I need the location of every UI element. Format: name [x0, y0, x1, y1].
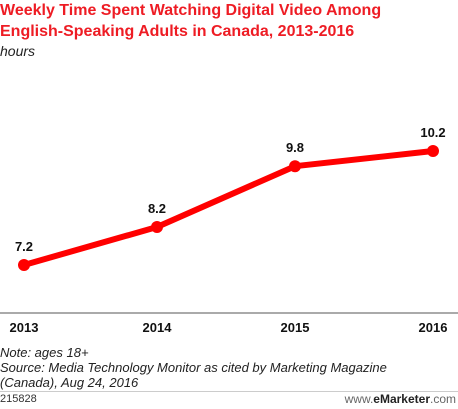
chart-title: Weekly Time Spent Watching Digital Video… [0, 0, 458, 42]
brand-link[interactable]: www.eMarketer.com [345, 392, 456, 406]
data-point [18, 259, 30, 271]
data-label: 8.2 [148, 201, 166, 216]
chart-title-line-1: Weekly Time Spent Watching Digital Video… [0, 2, 382, 19]
chart-id: 215828 [0, 393, 37, 405]
x-tick-label: 2015 [281, 320, 310, 335]
brand-suffix: .com [429, 392, 456, 406]
data-point [151, 221, 163, 233]
note-text: Note: ages 18+ [0, 345, 89, 360]
data-point [289, 160, 301, 173]
data-point [427, 145, 439, 157]
data-label: 7.2 [15, 239, 33, 254]
x-tick-label: 2016 [419, 320, 448, 335]
data-label: 9.8 [286, 140, 304, 155]
source-text-line-1: Source: Media Technology Monitor as cite… [0, 360, 387, 375]
brand-name: eMarketer [373, 392, 430, 406]
x-tick-label: 2014 [143, 320, 173, 335]
chart-subtitle: hours [0, 43, 36, 59]
chart-title-line-2: English-Speaking Adults in Canada, 2013-… [0, 23, 355, 40]
footer-divider [0, 391, 458, 392]
series-line [21, 148, 436, 268]
chart-notes: Note: ages 18+ Source: Media Technology … [0, 345, 458, 390]
x-tick-label: 2013 [10, 320, 39, 335]
data-label: 10.2 [420, 125, 445, 140]
brand-prefix: www. [344, 392, 374, 406]
source-text-line-2: (Canada), Aug 24, 2016 [0, 375, 139, 390]
